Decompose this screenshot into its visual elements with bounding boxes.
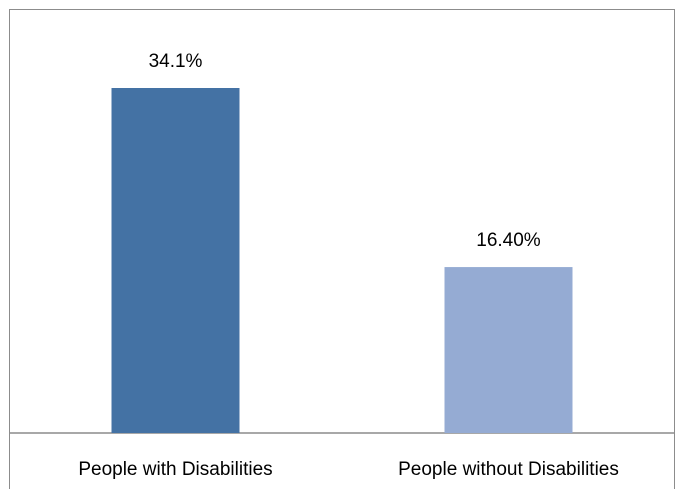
data-labels-group: 34.1% 16.40% xyxy=(149,51,541,251)
data-label-2: 16.40% xyxy=(476,230,541,251)
bars-group xyxy=(111,88,573,433)
x-tick-label-1: People with Disabilities xyxy=(78,459,272,480)
data-label-1: 34.1% xyxy=(149,51,203,72)
x-tick-labels-group: People with Disabilities People without D… xyxy=(78,459,619,480)
bar-2 xyxy=(444,267,573,433)
x-tick-label-2: People without Disabilities xyxy=(398,459,619,480)
chart-frame xyxy=(9,9,675,489)
bar-1 xyxy=(111,88,240,433)
